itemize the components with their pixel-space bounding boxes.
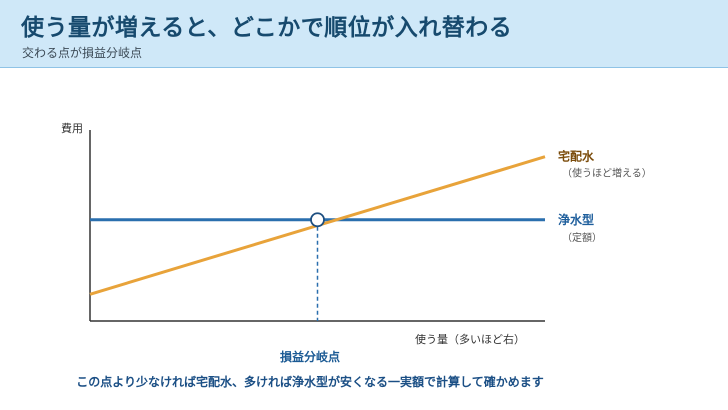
page-subtitle: 交わる点が損益分岐点 [22,46,143,60]
series-note-filter-type: （定額） [562,231,602,244]
series-label-delivery-water: 宅配水 [558,149,595,164]
page-title: 使う量が増えると、どこかで順位が入れ替わる [21,15,513,41]
break-even-marker [310,212,325,228]
break-even-label: 損益分岐点 [279,350,340,364]
explanation-caption: この点より少なければ宅配水、多ければ浄水型が安くなる一実額で計算して確かめます [76,375,544,389]
series-label-filter-type: 浄水型 [558,212,594,227]
x-axis-label: 使う量（多いほど右） [415,332,525,346]
series-note-delivery-water: （使うほど増える） [562,167,652,180]
y-axis-label: 費用 [61,121,83,135]
header-banner: 使う量が増えると、どこかで順位が入れ替わる 交わる点が損益分岐点 [0,0,728,68]
